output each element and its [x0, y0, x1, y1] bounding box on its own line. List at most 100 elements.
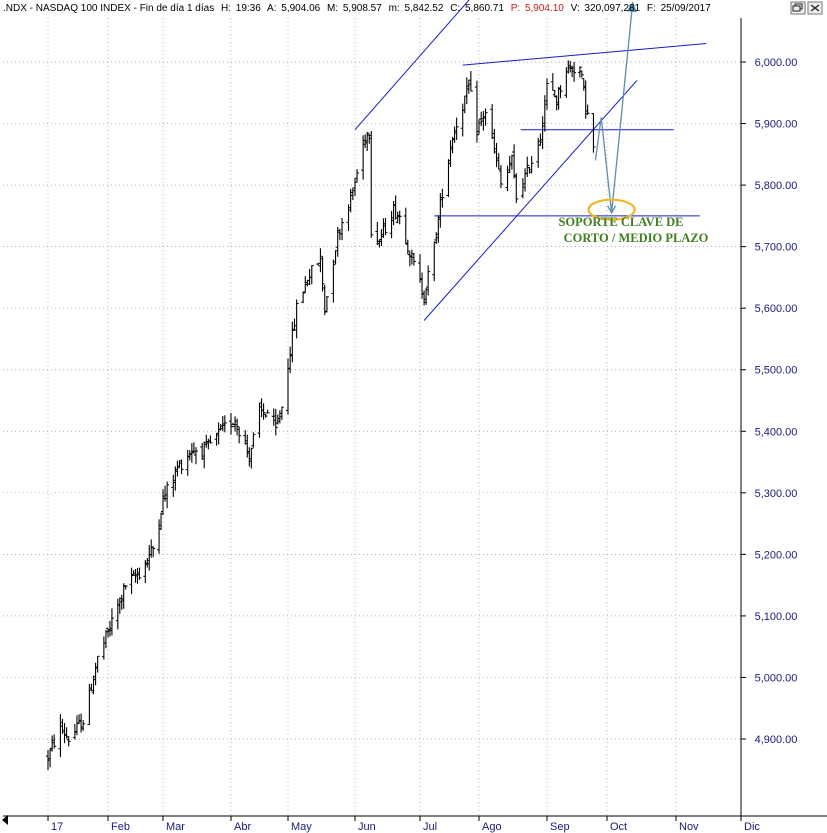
ohlc-bar [529, 156, 534, 174]
projection-path [594, 1, 637, 213]
ohlc-bar [355, 169, 360, 183]
ohlc-bar [175, 460, 180, 477]
ohlc-bar [340, 218, 345, 241]
ohlc-bar [52, 734, 57, 749]
x-tick-label: Jul [423, 821, 437, 833]
header-v-label: V: [571, 3, 580, 14]
ohlc-bar [261, 403, 266, 420]
ohlc-bar [193, 447, 198, 465]
ohlc-bar [483, 108, 488, 126]
y-axis: 4,900.00 5,000.00 5,100.00 5,200.00 5,300.00… [740, 18, 798, 816]
restore-window-icon[interactable] [790, 1, 806, 15]
ohlc-bar [235, 418, 240, 436]
header-a-value: 5,904.06 [281, 3, 320, 14]
header-p-label: P: [511, 3, 520, 14]
ohlc-bar [229, 412, 233, 435]
trend-lines [354, 0, 707, 321]
header-v-value: 320,097,281 [585, 3, 641, 14]
x-tick-label: Sep [550, 821, 570, 833]
y-tick-label: 5,100.00 [755, 611, 798, 623]
chart-header: .NDX - NASDAQ 100 INDEX - Fin de día 1 d… [3, 3, 711, 14]
ohlc-bar [572, 62, 577, 82]
annotation-line-1: SOPORTE CLAVE DE [558, 215, 683, 229]
ohlc-bar [249, 447, 254, 469]
ohlc-bar [397, 210, 402, 225]
scroll-left-icon[interactable] [2, 815, 8, 825]
upper-channel-line [354, 0, 470, 131]
x-tick-label: Feb [111, 821, 130, 833]
ohlc-bar [179, 459, 184, 475]
y-tick-label: 5,600.00 [755, 303, 798, 315]
price-bars [46, 60, 596, 770]
ohlc-bar [123, 585, 128, 590]
header-f-label: F: [647, 3, 656, 14]
ohlc-bar [320, 256, 325, 292]
y-tick-label: 5,000.00 [755, 672, 798, 684]
ohlc-bar [279, 406, 284, 420]
ohlc-bar [369, 130, 374, 238]
svg-text:.NDX - NASDAQ 100 INDEX - Fin: .NDX - NASDAQ 100 INDEX - Fin de día 1 d… [3, 3, 711, 14]
x-tick-label: 17 [51, 821, 63, 833]
ohlc-bar [585, 104, 590, 115]
y-tick-label: 4,900.00 [755, 734, 798, 746]
close-window-icon[interactable] [807, 1, 823, 15]
ohlc-bar [514, 173, 519, 204]
ohlc-bar [294, 299, 299, 339]
header-mn-value: 5,842.52 [404, 3, 443, 14]
ohlc-bar [545, 78, 549, 110]
ohlc-bar [109, 608, 114, 636]
ohlc-bar [301, 291, 306, 304]
y-tick-label: 5,400.00 [755, 426, 798, 438]
x-tick-label: Dic [744, 821, 760, 833]
ohlc-bar [95, 655, 100, 673]
y-tick-label: 5,500.00 [755, 365, 798, 377]
support-ellipse [587, 198, 636, 221]
y-tick-label: 5,200.00 [755, 549, 798, 561]
header-m-value: 5,908.57 [343, 3, 382, 14]
ohlc-bar [591, 113, 596, 153]
ohlc-bar [577, 66, 582, 78]
header-c-label: C: [450, 3, 460, 14]
ohlc-bar [468, 71, 473, 92]
ohlc-bar [454, 117, 459, 140]
y-tick-label: 5,300.00 [755, 488, 798, 500]
ohlc-bar [129, 567, 134, 595]
ohlc-bar [558, 85, 563, 99]
y-tick-label: 5,900.00 [755, 119, 798, 131]
ohlc-bar [318, 248, 323, 273]
ohlc-bar [251, 432, 256, 448]
x-axis: 17 Feb Mar Abr May Jun Jul Ago Sep Oct Nov Dic [3, 815, 827, 833]
ohlc-bar [81, 720, 86, 731]
ohlc-bar [474, 80, 479, 143]
projection [587, 1, 637, 221]
header-h-value: 19:36 [236, 3, 261, 14]
ohlc-bar [263, 414, 268, 418]
ohlc-bar [121, 583, 126, 609]
x-tick-label: Nov [679, 821, 699, 833]
header-mn-label: m: [389, 3, 400, 14]
ohlc-bar [383, 217, 388, 236]
ohlc-bar [237, 426, 242, 444]
ohlc-bar [265, 409, 270, 414]
ohlc-bar [151, 546, 156, 558]
ohlc-bar [440, 188, 445, 208]
ohlc-bar [498, 164, 503, 189]
ohlc-bar [525, 156, 530, 177]
ohlc-bar [365, 131, 370, 152]
ohlc-bar [426, 265, 431, 296]
x-tick-label: Ago [482, 821, 502, 833]
y-tick-label: 5,700.00 [755, 242, 798, 254]
y-tick-label: 6,000.00 [755, 57, 798, 69]
ohlc-bar [66, 736, 71, 747]
header-p-value: 5,904.10 [525, 3, 564, 14]
ohlc-bar [165, 481, 170, 509]
top-resistance-line [462, 43, 707, 66]
ohlc-bar [324, 296, 329, 313]
header-f-value: 25/09/2017 [661, 3, 711, 14]
x-tick-label: Jun [358, 821, 376, 833]
ohlc-bar [309, 265, 314, 285]
header-h-label: H: [221, 3, 231, 14]
ohlc-bar [411, 252, 416, 266]
